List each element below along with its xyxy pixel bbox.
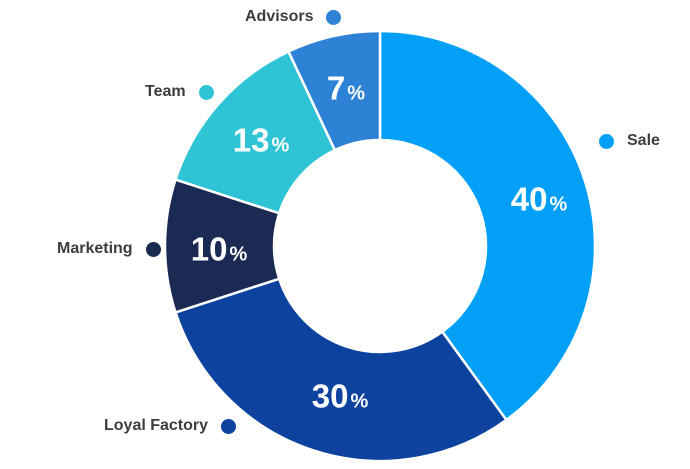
legend-label-advisors: Advisors (245, 8, 314, 25)
segment-value-marketing: 10% (191, 233, 248, 266)
segment-value-advisors: 7% (327, 72, 365, 105)
legend-dot-marketing-icon (145, 241, 161, 257)
legend-dot-loyal-factory-icon (221, 418, 237, 434)
legend-label-marketing: Marketing (57, 240, 133, 257)
legend-label-team: Team (145, 83, 186, 100)
percent-sign: % (549, 193, 568, 216)
segment-value-number: 13 (232, 121, 270, 159)
donut-segment-sale (378, 29, 597, 422)
percent-sign: % (271, 134, 290, 157)
legend-dot-advisors-icon (326, 9, 342, 25)
legend-label-loyal-factory: Loyal Factory (104, 417, 209, 434)
segment-value-loyal-factory: 30% (312, 380, 369, 413)
legend-label-sale: Sale (627, 132, 660, 149)
legend-dot-sale-icon (599, 133, 614, 149)
percent-sign: % (350, 390, 369, 413)
legend-item-advisors: Advisors (245, 7, 342, 27)
segment-value-sale: 40% (511, 183, 568, 216)
legend-dot-team-icon (198, 84, 214, 100)
percent-sign: % (229, 243, 248, 266)
segment-value-number: 40 (510, 180, 548, 218)
segment-value-number: 10 (190, 230, 228, 268)
legend-item-team: Team (145, 82, 214, 102)
segment-value-number: 7 (326, 69, 346, 107)
donut-segment-advisors (287, 29, 382, 152)
legend-item-loyal-factory: Loyal Factory (104, 416, 237, 436)
legend-item-sale: Sale (599, 131, 660, 151)
segment-value-number: 30 (311, 377, 349, 415)
legend-item-marketing: Marketing (57, 239, 161, 259)
percent-sign: % (347, 82, 366, 105)
donut-segment-loyal-factory (174, 277, 508, 463)
segment-value-team: 13% (233, 124, 290, 157)
